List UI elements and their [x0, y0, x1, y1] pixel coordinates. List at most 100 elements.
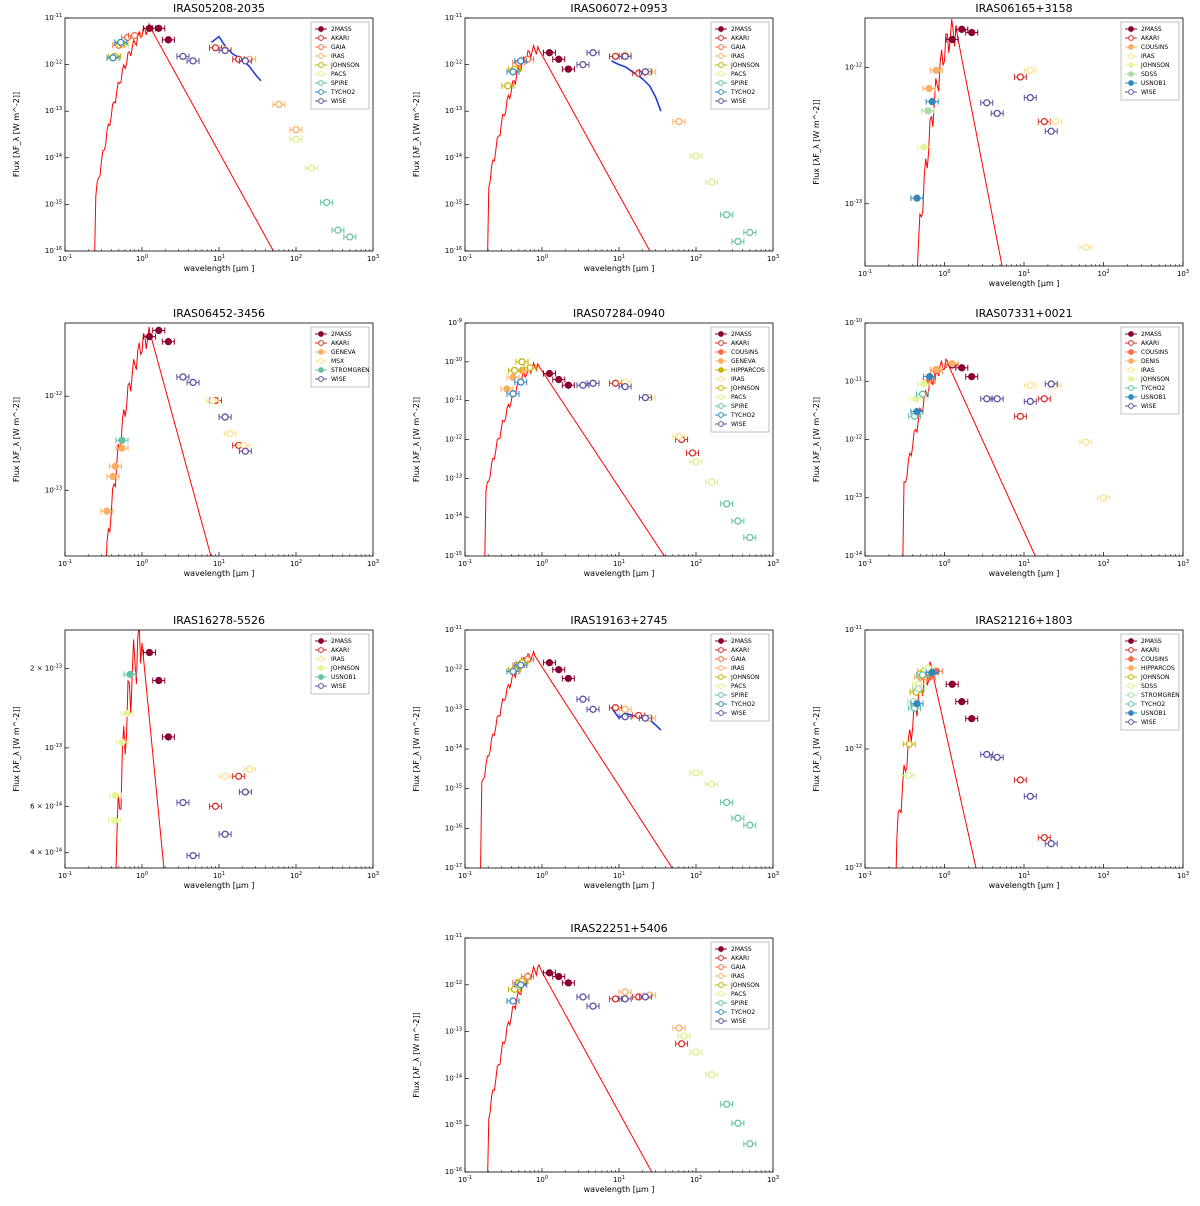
- legend-marker: [718, 35, 724, 41]
- legend-marker: [318, 71, 324, 77]
- legend-marker: [1128, 403, 1134, 409]
- data-point: [743, 821, 757, 829]
- data-point: [965, 714, 979, 723]
- data-point: [955, 364, 969, 372]
- marker-wise: [621, 713, 629, 721]
- legend-label: JOHNSON: [330, 665, 360, 672]
- data-point: [176, 798, 190, 807]
- legend-marker: [718, 44, 724, 50]
- legend-marker: [1128, 647, 1134, 653]
- marker-spire: [722, 798, 731, 807]
- marker-wise: [589, 49, 597, 57]
- data-point: [561, 674, 575, 683]
- legend-marker: [1128, 394, 1134, 400]
- y-tick-label: 10-14: [445, 153, 462, 162]
- legend-marker: [718, 412, 724, 418]
- y-tick-label: 10-14: [45, 153, 62, 162]
- marker-akari: [635, 711, 643, 720]
- y-axis-label: Flux [λF_λ [W m^-2]]: [412, 706, 421, 791]
- legend-marker: [1128, 385, 1134, 391]
- marker-wise: [179, 52, 187, 61]
- legend-marker: [718, 991, 724, 997]
- data-point: [1023, 66, 1037, 75]
- data-point: [108, 816, 122, 825]
- legend-marker: [718, 955, 724, 961]
- x-tick-label: 102: [290, 871, 302, 880]
- y-tick-label: 10-13: [445, 1027, 462, 1036]
- legend-label: SPIRE: [331, 80, 348, 87]
- data-point: [552, 55, 566, 63]
- data-point: [705, 780, 719, 788]
- model-sed-line: [916, 19, 1003, 266]
- plot-area: [487, 963, 757, 1172]
- data-point: [108, 462, 122, 470]
- data-point: [720, 211, 734, 219]
- marker-2mass: [145, 332, 154, 341]
- x-tick-label: 103: [367, 559, 379, 568]
- data-point: [514, 378, 528, 386]
- y-tick-label: 2 × 10-13: [30, 664, 62, 673]
- marker-iras: [621, 705, 629, 713]
- legend-marker: [718, 331, 724, 337]
- marker-wise: [993, 109, 1001, 118]
- marker-gaia: [130, 31, 139, 40]
- marker-tycho2: [109, 54, 117, 62]
- marker-johnson: [526, 364, 534, 372]
- data-point: [955, 697, 969, 706]
- data-point: [218, 830, 232, 838]
- marker-2mass: [564, 65, 573, 73]
- legend-marker: [1128, 349, 1134, 355]
- marker-wise: [1026, 397, 1034, 406]
- data-point: [1037, 395, 1051, 403]
- marker-spire: [322, 198, 331, 207]
- panel-title: IRAS06165+3158: [975, 2, 1072, 15]
- model-sed-line: [115, 630, 165, 868]
- marker-akari: [611, 52, 620, 61]
- legend-marker: [718, 674, 724, 680]
- sed-panel-8: IRAS19163+2745 10-1 100 101 102 103 10-17 10-16…: [412, 614, 779, 890]
- legend-label: PACS: [731, 71, 746, 78]
- marker-tycho2: [517, 378, 525, 386]
- marker-wise: [221, 830, 229, 838]
- marker-wise: [1026, 792, 1034, 801]
- data-point: [152, 326, 166, 335]
- marker-2mass: [968, 714, 976, 723]
- legend-label: TYCHO2: [1140, 701, 1165, 708]
- x-tick-label: 101: [1018, 559, 1030, 568]
- marker-spire: [746, 533, 754, 542]
- data-point: [929, 66, 943, 75]
- sed-panel-2: IRAS06072+0953 10-1 100 101 102 103 10-16 10-15…: [412, 2, 779, 273]
- x-axis-label: wavelength [μm ]: [584, 881, 655, 890]
- x-tick-label: 100: [536, 254, 548, 263]
- data-point: [1079, 243, 1093, 251]
- plot-area: [902, 358, 1110, 556]
- legend-label: JOHNSON: [730, 385, 760, 392]
- data-point: [638, 393, 652, 402]
- data-point: [1044, 840, 1058, 848]
- model-sed-line: [106, 326, 212, 556]
- legend-marker: [718, 385, 724, 391]
- marker-geneva: [109, 472, 117, 481]
- marker-iras: [675, 117, 683, 126]
- data-point: [1023, 93, 1037, 102]
- legend-label: PACS: [731, 991, 746, 998]
- marker-pacs: [708, 178, 716, 186]
- legend-label: PACS: [731, 394, 746, 401]
- y-tick-label: 10-15: [445, 1120, 462, 1129]
- data-point: [922, 84, 936, 93]
- marker-iras: [245, 765, 254, 773]
- plot-area: [94, 22, 357, 251]
- legend-marker: [718, 62, 724, 68]
- marker-wise: [621, 995, 629, 1003]
- plot-area: [484, 358, 757, 556]
- legend-marker: [718, 982, 724, 988]
- spectrum-line: [611, 60, 662, 112]
- marker-spire: [334, 226, 342, 234]
- legend-label: WISE: [731, 1018, 747, 1025]
- legend-marker: [718, 394, 724, 400]
- marker-wise: [579, 695, 587, 703]
- data-point: [965, 28, 979, 37]
- legend-marker: [318, 62, 324, 68]
- x-tick-label: 100: [136, 254, 148, 263]
- marker-tycho2: [517, 57, 525, 65]
